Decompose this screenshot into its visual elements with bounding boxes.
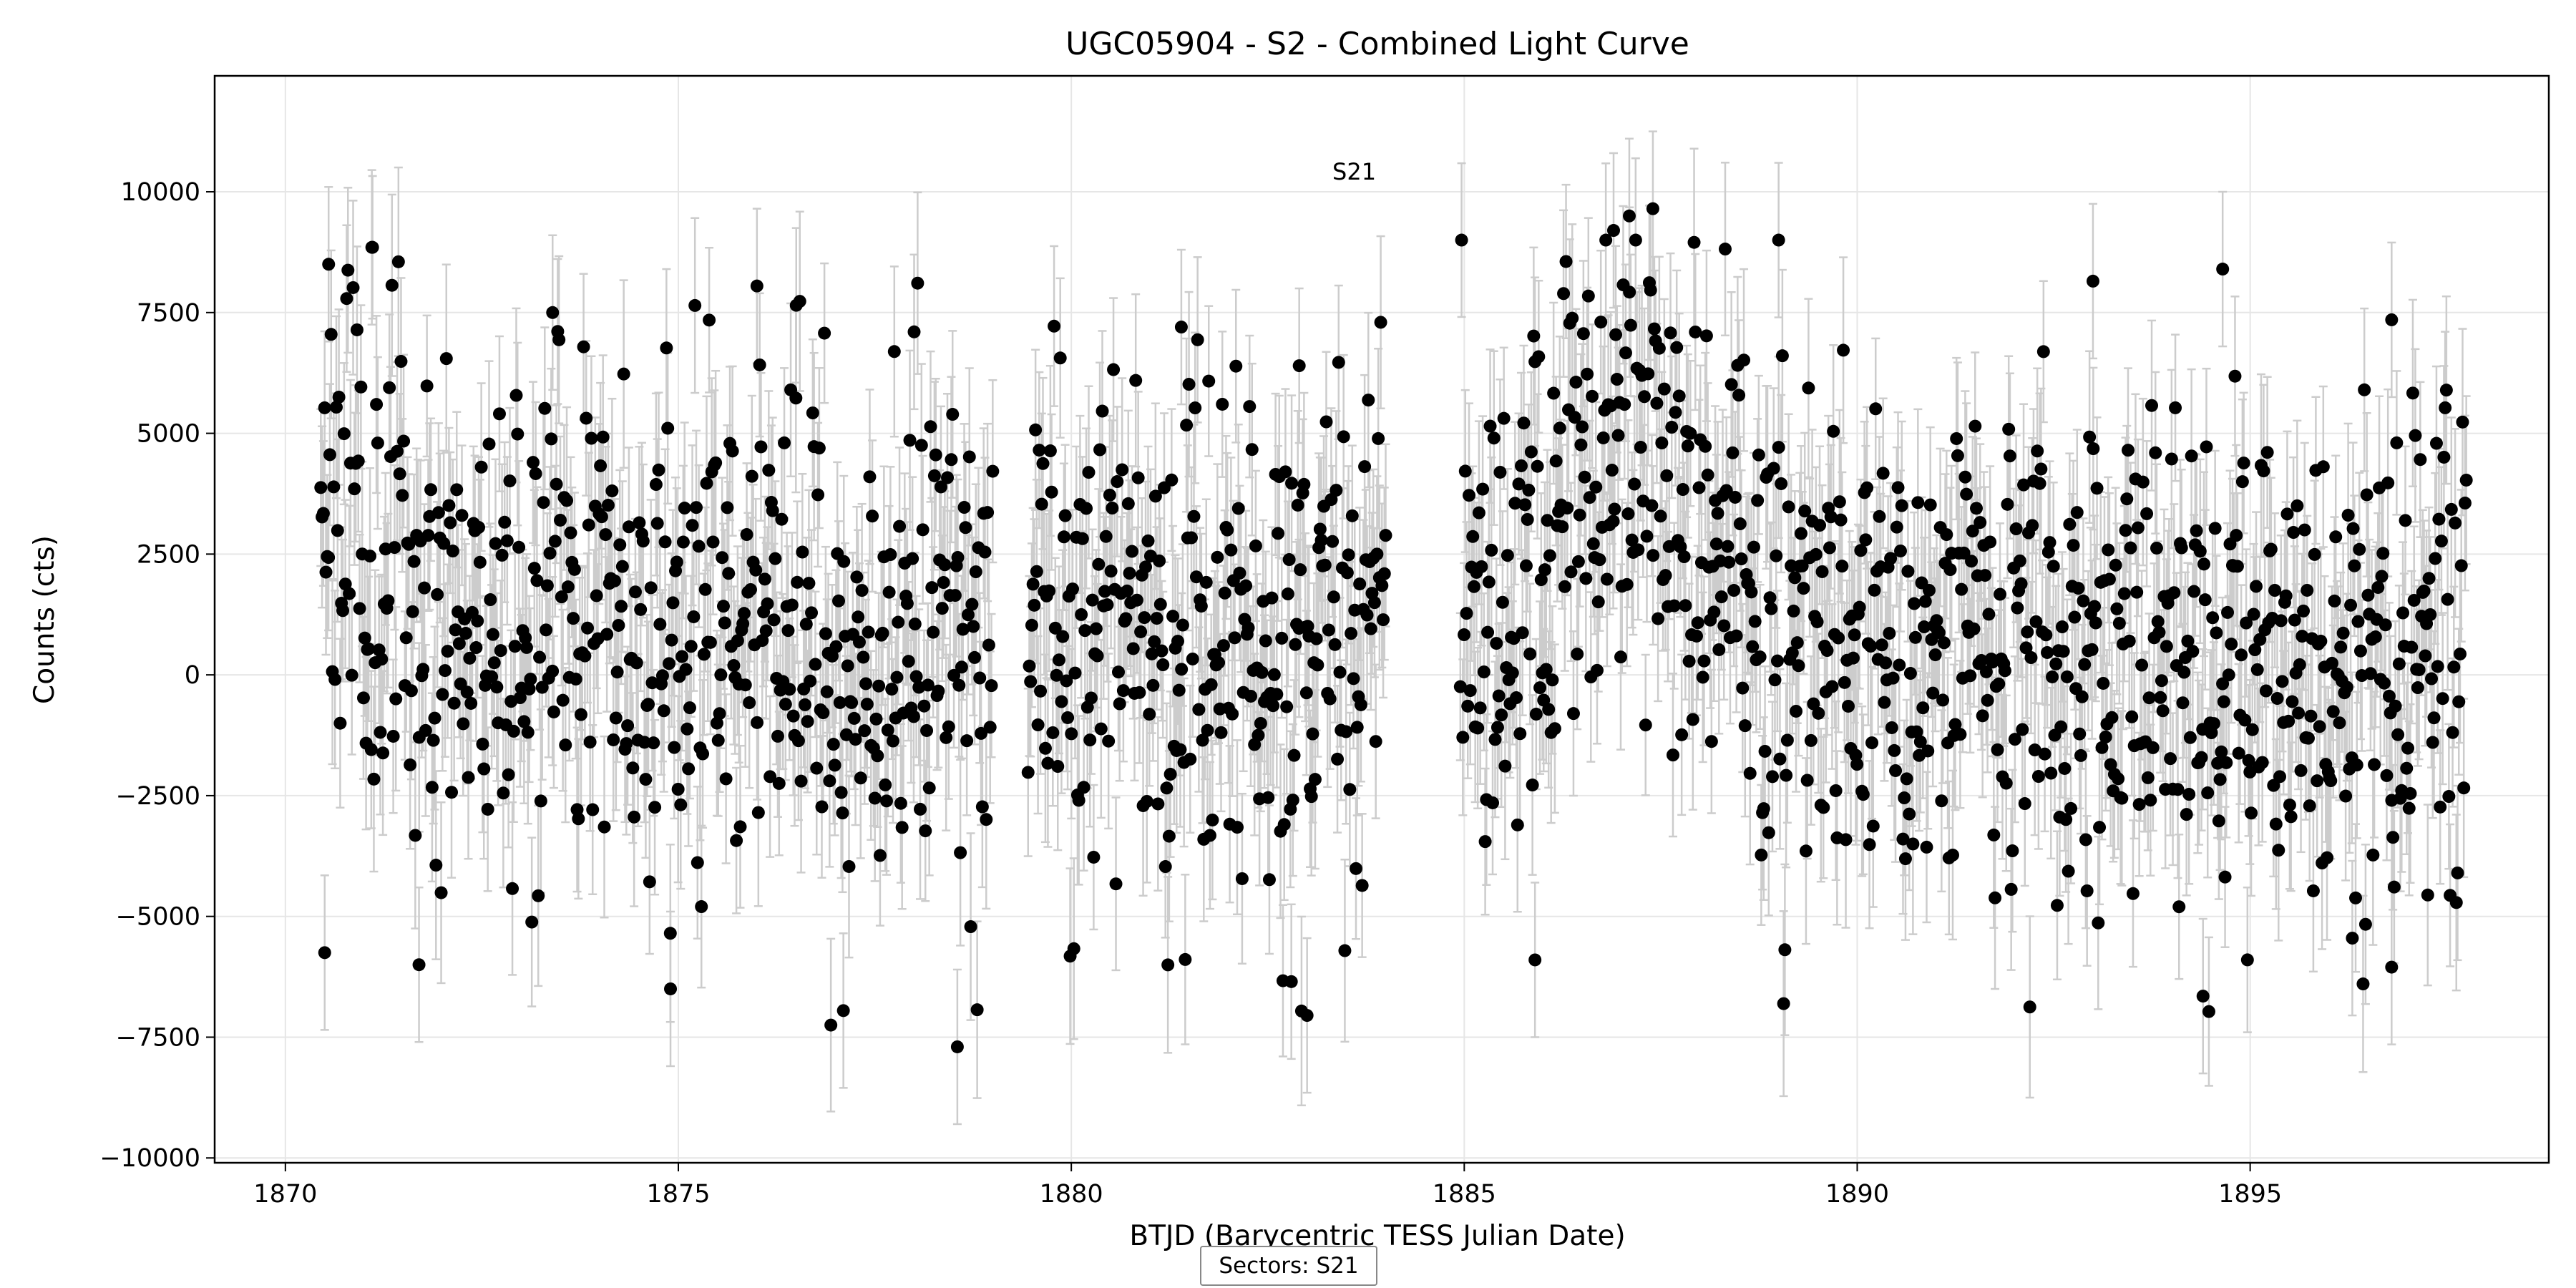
data-point: [364, 743, 378, 756]
data-point: [319, 565, 333, 579]
data-point: [346, 280, 360, 294]
data-point: [354, 380, 368, 394]
data-point: [337, 427, 351, 441]
data-point: [353, 602, 366, 615]
data-point: [348, 482, 361, 496]
data-point: [329, 401, 343, 414]
data-point: [340, 292, 353, 306]
data-point: [327, 480, 341, 494]
data-point: [323, 448, 336, 462]
data-point: [341, 263, 355, 277]
data-point: [356, 691, 370, 705]
error-bars: [316, 130, 2471, 1126]
data-point: [318, 401, 331, 414]
data-point: [336, 604, 350, 618]
data-point: [343, 587, 356, 600]
data-point: [350, 323, 364, 336]
data-point: [316, 507, 330, 520]
data-point: [328, 673, 342, 686]
data-point: [333, 716, 347, 730]
data-point: [351, 454, 365, 468]
data-point: [345, 668, 358, 682]
data-point: [367, 772, 381, 786]
data-point: [332, 390, 346, 404]
data-points: [314, 202, 2473, 1053]
data-point: [331, 524, 344, 537]
data-point: [358, 631, 371, 645]
data-point: [362, 642, 376, 655]
chart-title: UGC05904 - S2 - Combined Light Curve: [1065, 26, 1689, 62]
data-point: [324, 328, 338, 341]
data-point: [322, 551, 336, 565]
data-point: [314, 481, 328, 494]
data-point: [364, 550, 377, 563]
